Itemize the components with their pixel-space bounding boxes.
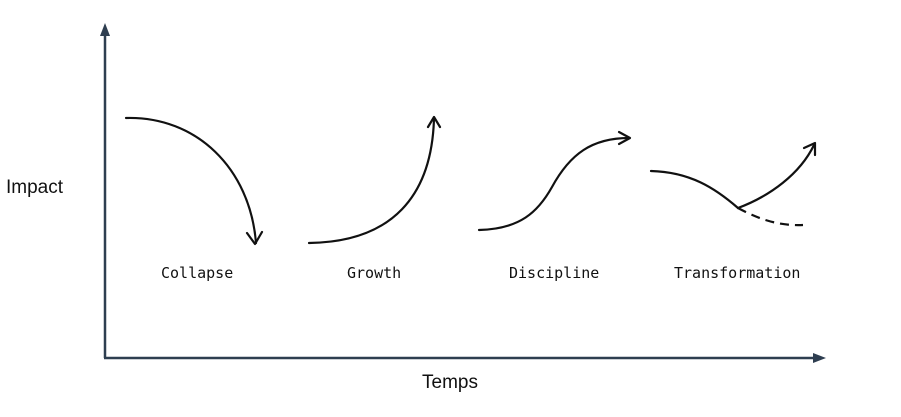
transformation-dashed-path	[737, 207, 804, 227]
x-axis-label: Temps	[422, 372, 478, 393]
discipline-curve	[477, 130, 632, 232]
collapse-curve	[124, 116, 264, 246]
collapse-arrowhead-icon	[245, 230, 264, 246]
scenario-label-collapse: Collapse	[161, 264, 233, 282]
discipline-arrowhead-icon	[617, 130, 632, 146]
scenario-label-growth: Growth	[347, 264, 401, 282]
x-axis	[104, 353, 826, 363]
x-axis-arrow-icon	[813, 353, 826, 363]
transformation-arrowhead-icon	[802, 141, 817, 157]
y-axis	[100, 23, 110, 358]
scenario-label-transformation: Transformation	[674, 264, 800, 282]
scenario-label-discipline: Discipline	[509, 264, 599, 282]
transformation-curve	[649, 141, 817, 227]
y-axis-arrow-icon	[100, 23, 110, 36]
growth-arrowhead-icon	[426, 115, 442, 129]
growth-curve	[307, 115, 442, 245]
y-axis-label: Impact	[6, 177, 64, 198]
